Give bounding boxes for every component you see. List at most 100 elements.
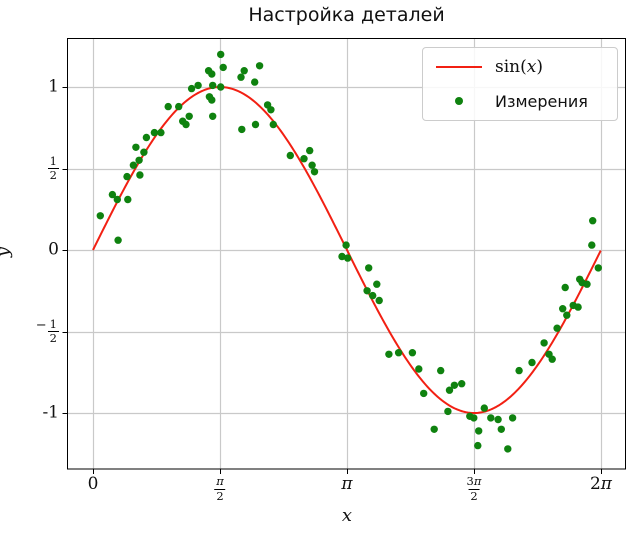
scatter-point: [208, 96, 216, 104]
scatter-point: [132, 143, 140, 151]
scatter-point: [515, 366, 523, 375]
scatter-point: [124, 195, 132, 204]
scatter-point: [251, 120, 260, 129]
scatter-point: [182, 120, 190, 129]
scatter-point: [187, 84, 196, 93]
scatter-point: [344, 254, 352, 262]
scatter-point: [480, 404, 488, 412]
scatter-point: [548, 355, 556, 363]
scatter-point: [430, 425, 438, 433]
x-tick-label-0: 0: [87, 474, 99, 494]
scatter-point: [286, 151, 294, 160]
scatter-point: [208, 70, 216, 78]
scatter-point: [394, 349, 403, 357]
scatter-point: [251, 78, 259, 86]
y-axis-label: y: [0, 247, 14, 257]
y-tick-label-2: 0: [48, 239, 59, 260]
legend-item-sin: sin(x): [431, 50, 609, 84]
x-tick-label-3: 3π 2: [466, 474, 482, 503]
scatter-point: [450, 381, 459, 389]
scatter-point: [437, 366, 445, 375]
scatter-point: [217, 50, 225, 59]
scatter-point: [255, 62, 264, 70]
scatter-point: [494, 415, 502, 424]
scatter-point: [508, 414, 517, 422]
scatter-point: [237, 73, 245, 81]
scatter-point: [157, 128, 165, 137]
scatter-point: [129, 161, 138, 169]
scatter-point: [408, 349, 417, 357]
scatter-point: [375, 296, 383, 305]
scatter-point: [219, 63, 227, 72]
scatter-point: [563, 311, 571, 319]
scatter-point: [306, 146, 314, 155]
scatter-point: [583, 280, 591, 288]
scatter-point: [175, 102, 183, 111]
scatter-point: [150, 128, 159, 137]
scatter-point: [594, 264, 602, 272]
scatter-point: [338, 252, 346, 261]
x-tick-label-4: 2π: [589, 474, 612, 494]
legend-label-sin: sin(x): [495, 56, 543, 77]
scatter-point: [342, 241, 350, 249]
scatter-point: [497, 425, 505, 433]
legend-dot-sample: [431, 97, 487, 106]
y-tick-label-0: 1: [48, 76, 59, 97]
green-dot-icon: [455, 97, 463, 106]
scatter-point: [487, 414, 495, 422]
scatter-point: [185, 112, 193, 121]
scatter-point: [142, 133, 151, 142]
scatter-point: [540, 339, 548, 347]
scatter-point: [373, 280, 381, 288]
scatter-point: [114, 236, 122, 244]
scatter-point: [458, 380, 466, 388]
scatter-point: [470, 414, 478, 422]
scatter-point: [108, 190, 117, 199]
scatter-point: [300, 155, 308, 163]
scatter-point: [194, 81, 202, 90]
scatter-point: [415, 365, 423, 373]
scatter-point: [240, 67, 248, 75]
scatter-point: [504, 445, 512, 453]
scatter-point: [528, 358, 536, 367]
scatter-point: [209, 81, 217, 90]
scatter-point: [474, 441, 482, 450]
scatter-point: [420, 389, 428, 398]
chart-title: Настройка деталей: [248, 4, 445, 26]
scatter-point: [363, 287, 371, 295]
legend: sin(x) Измерения: [422, 47, 618, 121]
scatter-point: [267, 106, 275, 114]
scatter-point: [445, 386, 454, 394]
scatter-point: [96, 212, 105, 220]
scatter-point: [589, 217, 597, 225]
scatter-point: [308, 161, 316, 169]
scatter-point: [369, 291, 377, 300]
scatter-point: [365, 264, 373, 272]
scatter-point: [113, 195, 122, 204]
scatter-point: [588, 241, 596, 249]
scatter-point: [123, 172, 131, 181]
x-axis-label: x: [341, 505, 353, 526]
legend-label-measurements: Измерения: [495, 91, 588, 111]
legend-item-measurements: Измерения: [431, 84, 609, 118]
scatter-point: [444, 407, 452, 416]
scatter-point: [574, 303, 582, 311]
scatter-point: [136, 171, 144, 179]
scatter-point: [385, 350, 393, 358]
scatter-point: [553, 324, 561, 332]
scatter-point: [164, 102, 172, 111]
legend-line-sample: [431, 65, 487, 68]
scatter-point: [217, 83, 225, 91]
scatter-point: [135, 156, 143, 164]
scatter-point: [475, 427, 483, 435]
x-tick-label-2: π: [341, 474, 353, 494]
scatter-point: [310, 168, 319, 176]
scatter-point: [269, 120, 277, 129]
red-line-icon: [436, 65, 482, 68]
scatter-point: [140, 148, 148, 156]
y-tick-label-3: −1 2: [35, 316, 59, 345]
